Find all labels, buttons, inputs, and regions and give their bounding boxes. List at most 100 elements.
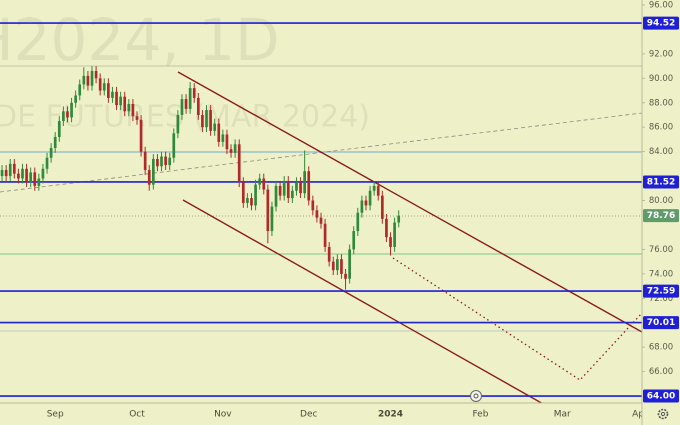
candle-body [90,70,94,86]
last-price-box [643,209,679,223]
settings-button[interactable] [657,408,669,420]
level-price-box [643,389,679,403]
candle-body [123,96,127,112]
candle-body [102,83,106,91]
candle-body [86,75,90,86]
candle-body [360,200,364,213]
candle-body [250,198,253,206]
candle-body [139,119,143,152]
level-price-label: 64.00 [647,392,675,402]
projection-path [392,257,642,381]
level-price-label: 70.01 [647,318,675,328]
candle-body [311,200,315,211]
level-price-label: 94.52 [647,19,675,29]
y-tick-label: 66.00 [649,367,673,377]
candle-body [70,102,73,118]
candle-body [151,158,155,185]
candle-body [340,259,343,274]
candle-body [180,99,184,115]
candle-body [115,91,118,106]
candle-body [270,206,274,232]
last-price-label: 78.76 [647,211,675,221]
y-tick-label: 84.00 [649,147,673,157]
candle-body [327,246,331,262]
candle-body [119,96,122,106]
candle-body [29,172,33,183]
y-tick-label: 96.00 [649,1,673,11]
candle-body [168,157,172,166]
candle-body [282,180,286,196]
candle-body [176,114,180,134]
candle-body [307,171,311,201]
candle-body [94,70,98,79]
candle-body [188,88,192,109]
candle-body [254,184,257,206]
candle-body [78,84,82,96]
candle-body [380,195,384,219]
candle-body [41,168,45,179]
candle-body [221,134,225,142]
candle-body [233,144,237,153]
candles [0,66,401,290]
candle-body [368,190,372,206]
level-price-box [643,16,679,30]
candle-body [143,151,147,170]
candle-body [323,223,327,247]
watermark: H2024, 1D [0,6,280,74]
candle-body [385,218,388,238]
candle-body [33,172,37,186]
candle-body [62,111,65,122]
y-tick-label: 92.00 [649,49,673,59]
levels [0,22,642,397]
candle-body [156,158,159,167]
plot-area: H2024, 1D DE FUTURES (MAR 2024) [0,6,642,403]
y-tick-label: 90.00 [649,74,673,84]
y-tick-label: 72.00 [649,294,673,304]
candle-body [107,83,110,98]
event-marker[interactable] [470,390,482,402]
candle-body [201,114,204,128]
candle-body [127,103,131,112]
candle-body [364,200,368,206]
candle-body [205,110,208,128]
x-tick-label: Feb [473,410,489,420]
x-tick-label: Oct [129,410,145,420]
price-axis: 96.00 92.00 90.00 88.00 86.00 84.00 80.00 76.00… [642,1,679,403]
x-tick-label: Mar [554,410,571,420]
y-tick-label: 68.00 [649,343,673,353]
candle-body [303,171,306,194]
level-price-label: 81.52 [647,177,675,187]
candle-body [352,231,356,250]
candle-body [131,103,135,117]
candle-body [278,185,282,196]
candle-body [246,198,249,203]
candle-body [25,168,28,183]
candle-body [57,121,61,137]
y-tick-label: 88.00 [649,98,673,108]
candle-body [213,123,217,131]
candle-body [315,210,319,218]
candle-body [356,212,360,232]
level-price-box [643,316,679,330]
candle-body [0,169,4,177]
x-tick-label: Sep [47,410,64,420]
candle-body [66,111,69,118]
candle-body [17,173,20,179]
candle-body [397,215,401,223]
candle-body [336,259,339,271]
candle-body [184,99,188,109]
channel-upper [177,71,642,333]
candle-body [49,147,53,158]
x-tick-label: Nov [214,410,232,420]
candle-body [21,168,24,179]
candle-body [266,189,270,232]
channel-lower [182,199,543,403]
candle-body [258,178,262,185]
candle-body [262,178,266,190]
level-price-box [643,284,679,298]
candle-body [229,149,233,153]
candle-body [241,182,245,203]
candle-body [389,237,392,247]
